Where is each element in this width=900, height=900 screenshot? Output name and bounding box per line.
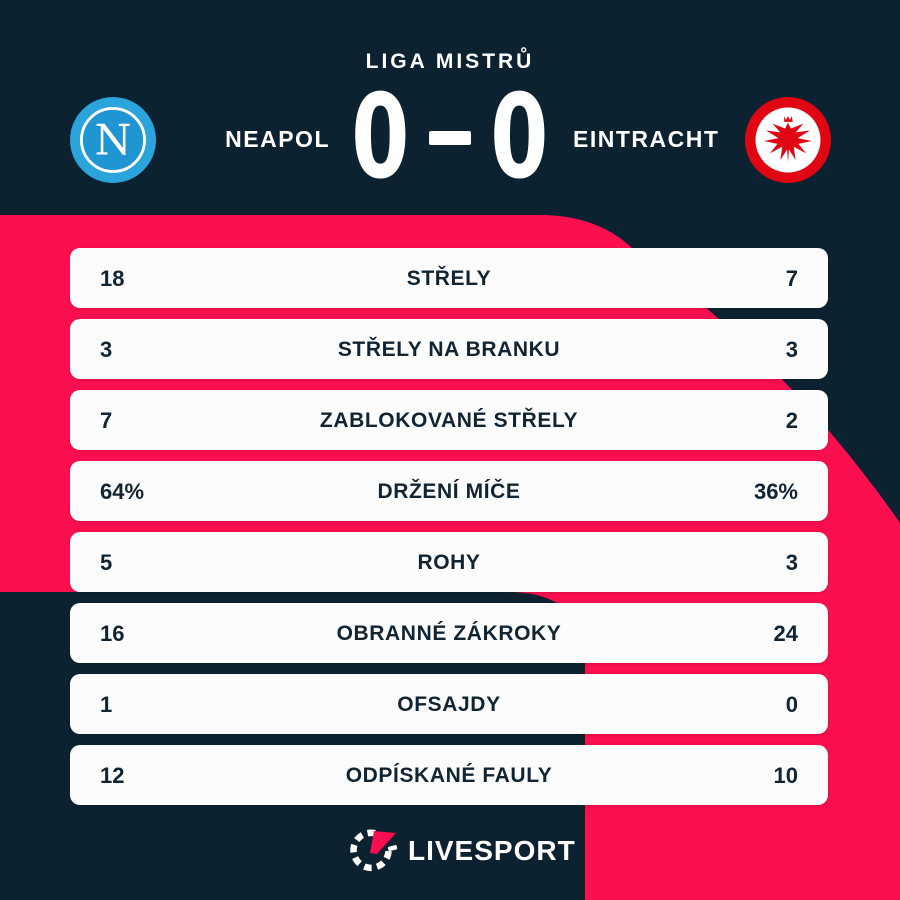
home-score: 0 [351,70,410,205]
stat-label: STŘELY [406,267,492,290]
home-team-crest-napoli-icon: N [70,97,156,183]
stat-label: ODPÍSKANÉ FAULY [345,764,553,787]
stat-row-ofsajdy: 1 OFSAJDY 0 [70,674,828,734]
stat-row-strely-na-branku: 3 STŘELY NA BRANKU 3 [70,319,828,379]
stat-label: OFSAJDY [397,693,501,716]
stat-label: OBRANNÉ ZÁKROKY [336,622,562,645]
eintracht-eagle [764,116,812,162]
stat-label: ROHY [417,551,481,574]
livesport-gauge-icon [350,829,398,872]
stat-label: ZABLOKOVANÉ STŘELY [319,409,579,432]
stat-home-value: 7 [100,408,113,433]
competition-title: LIGA MISTRŮ [365,50,535,73]
stat-label: DRŽENÍ MÍČE [377,480,521,503]
away-team-name: EINTRACHT [573,126,720,152]
gauge-tick [387,845,398,852]
stat-away-value: 2 [785,408,798,433]
napoli-inner-circle [80,107,146,173]
score: 0 0 [340,70,560,205]
stat-away-value: 3 [785,550,798,575]
away-team-crest-eintracht-icon [745,97,831,183]
stat-away-value: 0 [785,692,798,717]
brand-wordmark: LIVESPORT [408,835,576,866]
stat-away-value: 24 [773,621,798,646]
footer-brand: LIVESPORT [0,822,900,882]
stat-row-odpiskane-fauly: 12 ODPÍSKANÉ FAULY 10 [70,745,828,805]
stat-home-value: 3 [100,337,113,362]
stat-row-rohy: 5 ROHY 3 [70,532,828,592]
stat-label: STŘELY NA BRANKU [337,338,561,361]
stat-away-value: 36% [753,479,798,504]
stat-home-value: 16 [100,621,125,646]
stat-away-value: 7 [785,266,798,291]
stat-row-obranne-zakroky: 16 OBRANNÉ ZÁKROKY 24 [70,603,828,663]
away-score: 0 [490,70,549,205]
home-team-name: NEAPOL [225,126,330,152]
stat-row-zablokovane-strely: 7 ZABLOKOVANÉ STŘELY 2 [70,390,828,450]
stat-home-value: 12 [100,763,125,788]
stat-home-value: 18 [100,266,125,291]
stat-away-value: 3 [785,337,798,362]
stat-row-drzeni-mice: 64% DRŽENÍ MÍČE 36% [70,461,828,521]
stat-row-strely: 18 STŘELY 7 [70,248,828,308]
stat-home-value: 64% [100,479,145,504]
stat-home-value: 5 [100,550,113,575]
stat-away-value: 10 [773,763,798,788]
score-dash [428,131,472,145]
stat-home-value: 1 [100,692,113,717]
gauge-needle [370,831,396,854]
napoli-letter-n: N [95,115,132,164]
